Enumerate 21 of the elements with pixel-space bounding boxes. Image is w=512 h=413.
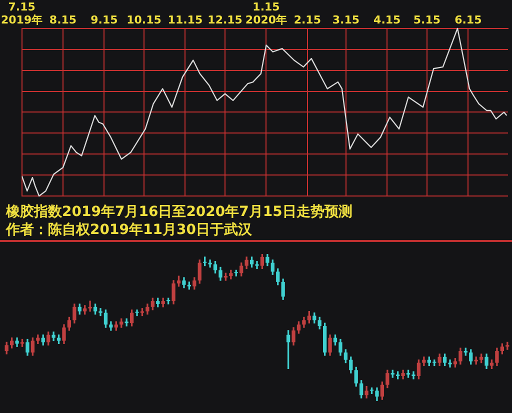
- x-tick-label: 2.15: [294, 14, 321, 27]
- x-tick-label: 1.15 2020年: [245, 0, 288, 27]
- candlestick: [448, 360, 452, 368]
- text: 橡胶指数2019年7月16日至2020年7月15日走势预测: [5, 203, 352, 220]
- x-tick-label: 11.15: [168, 14, 203, 27]
- candlestick: [412, 371, 416, 380]
- x-tick-label: 9.15: [90, 14, 118, 27]
- text: 作者：陈自权2019年11月30日于武汉: [5, 222, 253, 238]
- candlestick: [208, 260, 212, 268]
- x-tick-label: 3.15: [332, 14, 360, 27]
- x-tick-label: 7.15 2019年: [0, 0, 43, 27]
- candlestick: [98, 308, 102, 316]
- x-tick-label: 8.15: [49, 14, 77, 27]
- candlestick: [88, 300, 92, 312]
- x-tick-label: 12.15: [208, 14, 242, 27]
- candlestick: [135, 310, 139, 316]
- x-tick-label: 10.15: [126, 14, 162, 27]
- candlestick: [255, 261, 259, 270]
- x-tick-label: 6.15: [454, 14, 482, 27]
- x-tick-label: 5.15: [413, 14, 441, 27]
- x-tick-label: 4.15: [374, 14, 401, 27]
